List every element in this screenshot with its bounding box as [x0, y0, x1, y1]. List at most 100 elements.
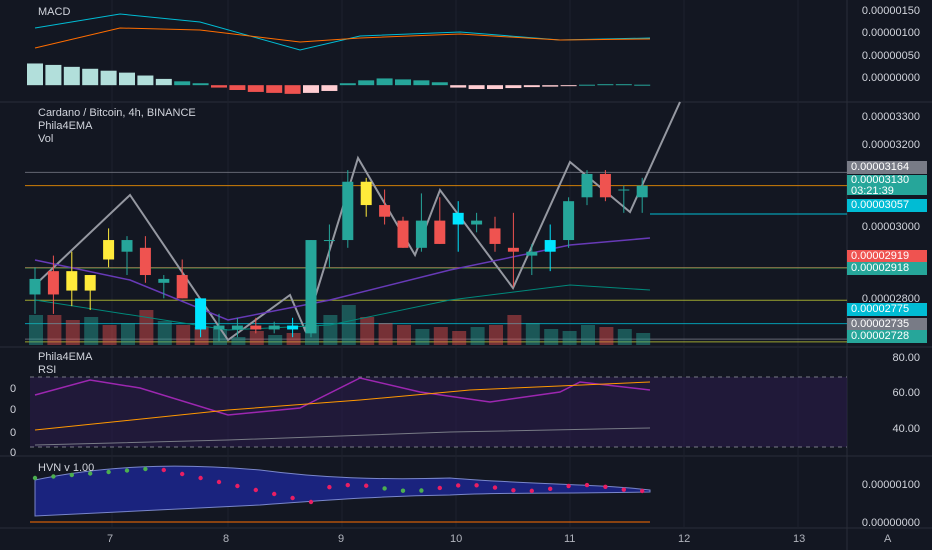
hvn-dot: [529, 488, 534, 494]
instrument-title: Cardano / Bitcoin, 4h, BINANCE: [38, 107, 196, 119]
last-price-badge: 0.00003130 03:21:39: [847, 175, 927, 197]
hvn-dot: [456, 483, 461, 488]
hvn-dot: [272, 491, 277, 497]
macd-histogram-bar: [376, 78, 393, 86]
macd-histogram-bar: [468, 85, 485, 90]
hvn-dot: [492, 485, 498, 490]
volume-bar: [84, 317, 99, 345]
candle-body: [29, 278, 41, 295]
candle-body: [360, 181, 372, 206]
hvn-dot: [216, 479, 222, 485]
indicator-vol-label: Vol: [38, 133, 54, 145]
volume-bar: [617, 329, 632, 345]
volume-bar: [268, 335, 283, 345]
macd-histogram-bar: [523, 85, 540, 88]
candle-body: [231, 325, 243, 330]
macd-histogram-bar: [597, 84, 614, 86]
hvn-dot: [511, 488, 516, 493]
volume-bar: [415, 329, 430, 345]
macd-histogram-bar: [339, 83, 356, 86]
volume-bar: [470, 327, 485, 345]
volume-bar: [360, 317, 375, 345]
volume-bar: [433, 327, 448, 345]
macd-histogram-bar: [100, 70, 117, 86]
hvn-dot: [437, 485, 442, 491]
macd-histogram-bar: [321, 85, 338, 91]
time-axis-tick: 11: [564, 533, 576, 545]
candle-body: [489, 228, 501, 244]
hvn-dot: [253, 487, 258, 493]
macd-histogram-bar: [155, 78, 172, 86]
rsi-label: RSI: [38, 364, 57, 376]
candle-body: [452, 212, 464, 225]
hvn-dot: [161, 467, 166, 473]
macd-histogram-bar: [229, 85, 246, 90]
candle-body: [47, 271, 59, 295]
candle-body: [599, 173, 611, 198]
candle-body: [434, 220, 446, 244]
candle-body: [507, 247, 519, 252]
macd-histogram-bar: [487, 85, 503, 90]
candle-body: [158, 278, 170, 283]
auto-scale-button[interactable]: A: [884, 533, 892, 545]
hvn-cloud: [34, 465, 651, 517]
hvn-dot: [364, 483, 369, 488]
candle-body: [618, 189, 630, 191]
price-axis-tick: 0.00003300: [861, 111, 920, 123]
macd-histogram-bar: [615, 84, 632, 86]
macd-histogram-bar: [560, 85, 577, 87]
hvn-dot: [106, 469, 111, 475]
macd-histogram-bar: [27, 63, 43, 86]
candle-body: [176, 275, 188, 299]
time-axis-tick: 13: [793, 533, 806, 545]
candle-body: [397, 220, 409, 248]
macd-histogram-bar: [358, 80, 375, 86]
candle-body: [195, 298, 207, 330]
macd-histogram-bar: [247, 85, 264, 92]
candle-body: [636, 185, 648, 198]
rsi-ema-line: [34, 427, 651, 446]
volume-bar: [29, 315, 43, 345]
hvn-dot: [603, 484, 608, 489]
volume-bar: [102, 325, 117, 345]
hvn-dot: [548, 486, 553, 492]
macd-histogram-bar: [431, 82, 448, 86]
zigzag-line: [34, 101, 681, 342]
hvn-dot: [382, 486, 387, 491]
volume-bar: [65, 320, 80, 345]
rsi-line: [34, 377, 651, 416]
volume-bar: [194, 327, 209, 345]
volume-bar: [507, 315, 522, 345]
volume-bar: [378, 323, 393, 345]
candle-body: [305, 240, 317, 334]
hvn-dot: [584, 482, 590, 488]
price-badge: 0.00002918: [847, 262, 927, 275]
volume-bar: [525, 323, 540, 345]
hvn-label: HVN v 1.00: [38, 462, 95, 474]
macd-histogram-bar: [542, 85, 559, 87]
signal-line: [34, 27, 651, 49]
rsi-axis-tick: 80.00: [892, 352, 920, 364]
candle-body: [250, 325, 262, 330]
hvn-dot: [400, 488, 406, 493]
price-badge: 0.00003057: [847, 199, 927, 212]
macd-histogram-bar: [63, 66, 80, 86]
macd-histogram-bar: [303, 85, 319, 93]
price-badge: 0.00002919: [847, 250, 927, 263]
hvn-dot: [143, 466, 148, 472]
hvn-dot: [180, 471, 185, 477]
volume-bar: [562, 331, 577, 345]
rsi-left-value: 0: [10, 404, 17, 416]
price-axis-tick: 0.00003000: [861, 221, 920, 233]
ema-line: [34, 237, 651, 321]
macd-axis-tick: 0.00000000: [861, 72, 920, 84]
volume-bar: [397, 325, 411, 345]
macd-label: MACD: [38, 6, 71, 18]
hvn-dot: [566, 483, 571, 489]
hvn-axis-tick: 0.00000000: [861, 517, 920, 529]
candle-body: [66, 271, 78, 291]
hvn-dot: [308, 499, 314, 505]
hvn-dot: [474, 483, 479, 488]
candle-body: [544, 240, 556, 252]
